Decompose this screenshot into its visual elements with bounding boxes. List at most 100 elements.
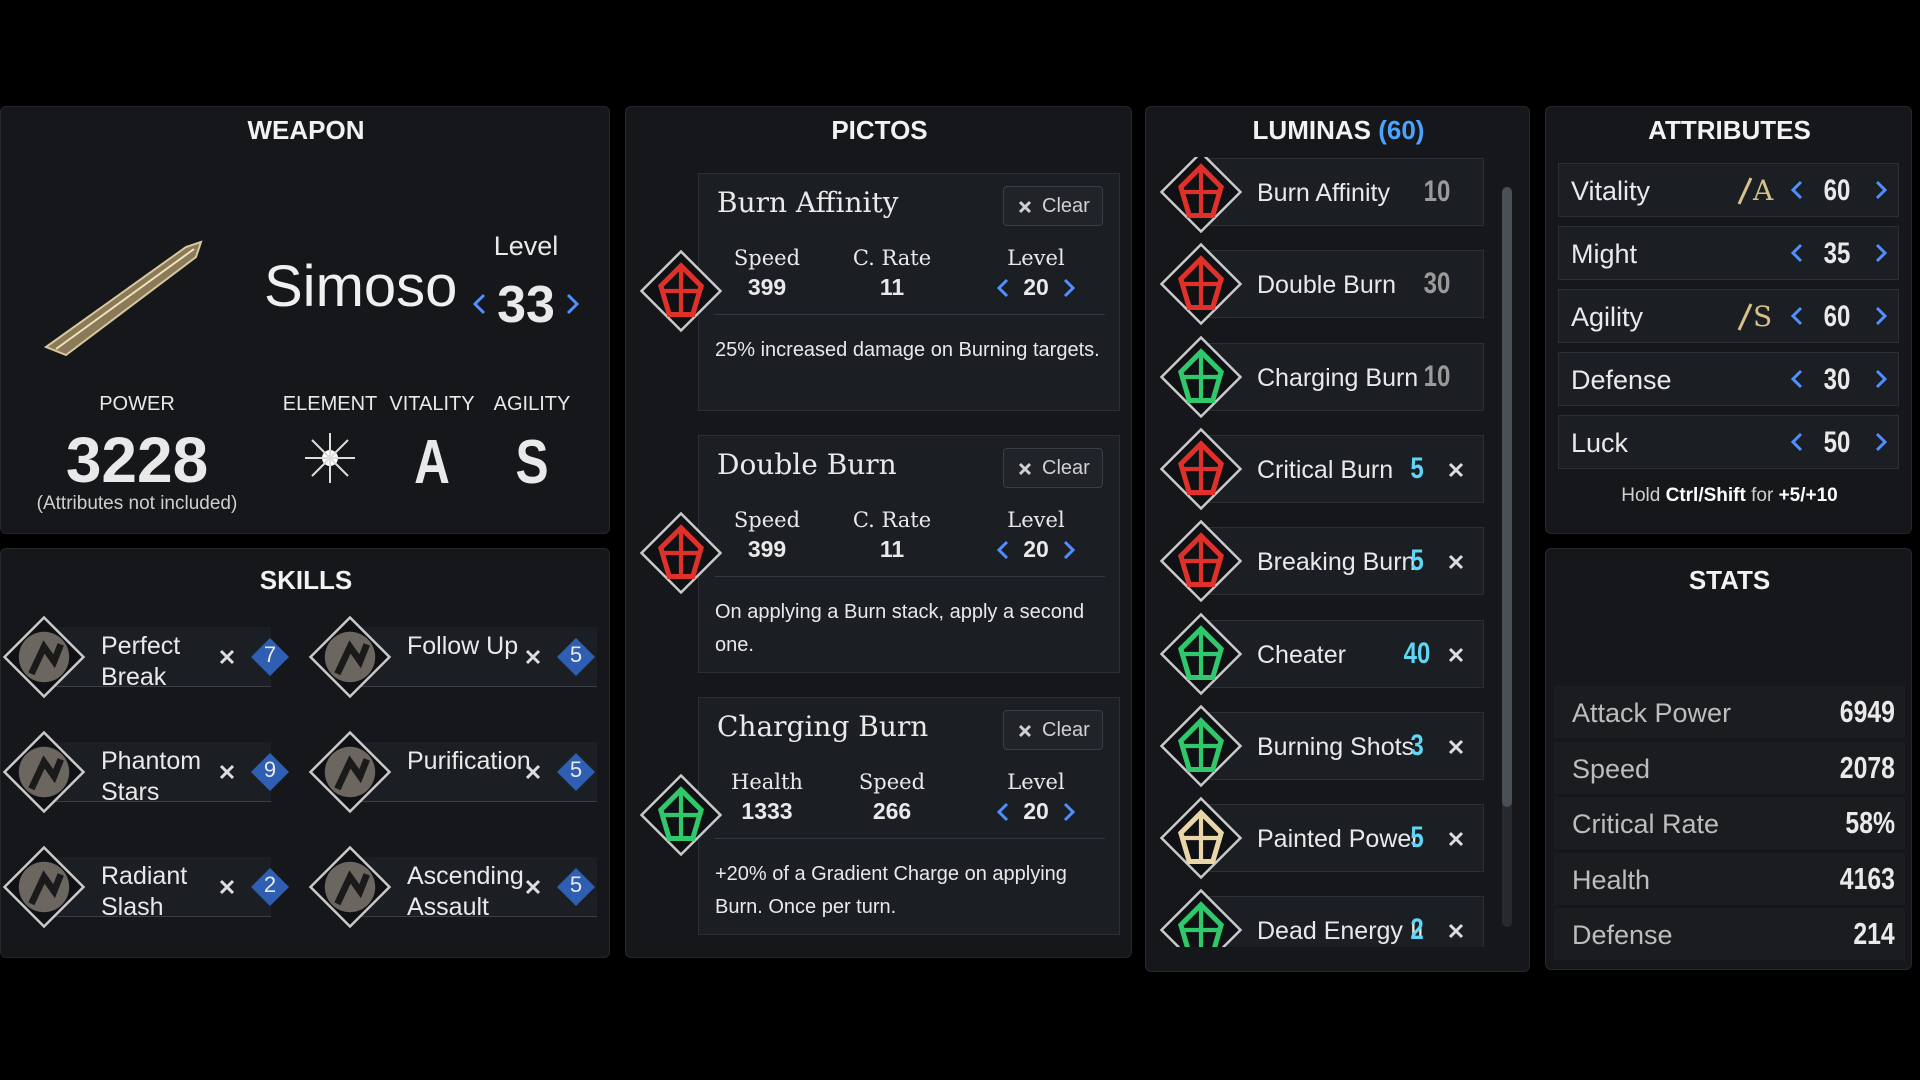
- decrease-arrow[interactable]: [472, 293, 486, 315]
- decrease-arrow[interactable]: [1790, 180, 1803, 200]
- stat-value: 214: [1853, 916, 1895, 951]
- icon-glyph: [662, 265, 700, 315]
- icon-glyph: [1182, 535, 1220, 585]
- skill-name: Radiant Slash: [101, 862, 188, 921]
- remove-button[interactable]: [1448, 739, 1464, 755]
- increase-arrow[interactable]: [1875, 243, 1888, 263]
- icon-glyph: [1178, 809, 1224, 865]
- lumina-name: Dead Energy II: [1257, 917, 1424, 946]
- lumina-row[interactable]: Cheater 40: [1201, 619, 1484, 688]
- hint-text: for: [1751, 485, 1774, 506]
- clear-button[interactable]: Clear: [1003, 448, 1103, 488]
- cross-glyph: [525, 879, 541, 895]
- skill-cost: 5: [569, 642, 583, 667]
- lumina-row[interactable]: Dead Energy II 2: [1201, 896, 1484, 947]
- icon-glyph: [662, 527, 700, 577]
- clear-button[interactable]: Clear: [1003, 186, 1103, 226]
- increase-arrow[interactable]: [1063, 802, 1076, 822]
- cross-glyph: [525, 764, 541, 780]
- lumina-row[interactable]: Critical Burn 5: [1201, 434, 1484, 503]
- increase-arrow[interactable]: [1063, 278, 1076, 298]
- clear-label: Clear: [1042, 195, 1090, 217]
- remove-button[interactable]: [219, 649, 235, 665]
- increase-arrow[interactable]: [1875, 432, 1888, 452]
- grade-icon: [1737, 177, 1753, 205]
- clear-button[interactable]: Clear: [1003, 710, 1103, 750]
- skill-row[interactable]: Radiant Slash: [51, 857, 271, 921]
- badge-shape: [251, 753, 289, 791]
- stats-panel: STATS Attack Power 6949 Speed 2078 Critical R…: [1545, 548, 1912, 970]
- remove-button[interactable]: [1018, 724, 1032, 738]
- arrow-glyph: [1063, 540, 1076, 560]
- increase-arrow[interactable]: [566, 293, 580, 315]
- picto-level-label: Level: [1007, 508, 1065, 532]
- icon-art: [308, 615, 392, 699]
- skill-row[interactable]: Phantom Stars: [51, 742, 271, 806]
- arrow-glyph: [1790, 369, 1803, 389]
- increase-arrow[interactable]: [1875, 180, 1888, 200]
- icon: [1159, 335, 1243, 418]
- scrollbar-thumb[interactable]: [1502, 187, 1512, 807]
- decrease-arrow[interactable]: [1790, 369, 1803, 389]
- stat-row: Attack Power 6949: [1554, 686, 1905, 738]
- clear-label: Clear: [1042, 457, 1090, 479]
- lumina-row[interactable]: Burn Affinity 10: [1201, 158, 1484, 226]
- skill-row[interactable]: Perfect Break: [51, 627, 271, 691]
- arrow-glyph: [1790, 243, 1803, 263]
- arrow-glyph: [472, 293, 486, 315]
- lumina-row[interactable]: Double Burn 30: [1201, 250, 1484, 319]
- remove-button[interactable]: [1018, 200, 1032, 214]
- level-label: Level: [493, 231, 559, 261]
- lumina-name: Burn Affinity: [1257, 179, 1390, 207]
- element-icon: [305, 433, 355, 483]
- increase-arrow[interactable]: [1875, 306, 1888, 326]
- remove-button[interactable]: [525, 764, 541, 780]
- cross-glyph: [1448, 924, 1464, 939]
- arrow-glyph: [1875, 243, 1888, 263]
- remove-button[interactable]: [219, 879, 235, 895]
- picto-name: Burn Affinity: [717, 186, 899, 219]
- increase-arrow[interactable]: [1875, 369, 1888, 389]
- lumina-points: (60): [1378, 115, 1425, 145]
- remove-button[interactable]: [525, 649, 541, 665]
- attribute-row: Defense 30: [1558, 352, 1899, 406]
- arrow-glyph: [996, 802, 1009, 822]
- remove-button[interactable]: [1448, 647, 1464, 663]
- decrease-arrow[interactable]: [996, 278, 1009, 298]
- remove-button[interactable]: [1018, 462, 1032, 476]
- decrease-arrow[interactable]: [1790, 432, 1803, 452]
- icon-glyph: [658, 786, 704, 842]
- attribute-name: Defense: [1571, 365, 1672, 395]
- lumina-row[interactable]: Charging Burn 10: [1201, 342, 1484, 411]
- decrease-arrow[interactable]: [1790, 306, 1803, 326]
- remove-button[interactable]: [1448, 831, 1464, 847]
- arrow-glyph: [1790, 306, 1803, 326]
- decrease-arrow[interactable]: [996, 540, 1009, 560]
- lumina-row[interactable]: Breaking Burn 5: [1201, 527, 1484, 596]
- cost-badge: [251, 868, 289, 906]
- remove-button[interactable]: [1448, 923, 1464, 939]
- panel-header: PICTOS: [831, 115, 928, 145]
- attribute-value: 35: [1823, 237, 1851, 270]
- icon-glyph: [1182, 443, 1220, 493]
- cross-glyph: [1448, 462, 1464, 477]
- clear-label: Clear: [1042, 719, 1090, 741]
- picto-name: Double Burn: [717, 448, 897, 481]
- remove-button[interactable]: [525, 879, 541, 895]
- decrease-arrow[interactable]: [1790, 243, 1803, 263]
- panel-header: SKILLS: [259, 565, 353, 595]
- increase-arrow[interactable]: [1063, 540, 1076, 560]
- icon-art: [1159, 157, 1243, 234]
- blade: [43, 240, 203, 357]
- badge-shape: [251, 638, 289, 676]
- remove-button[interactable]: [1448, 554, 1464, 570]
- remove-button[interactable]: [219, 764, 235, 780]
- cross-glyph: [219, 649, 235, 665]
- power-note: (Attributes not included): [36, 493, 238, 514]
- lumina-list: Burn Affinity 10 Double Burn 30 Charging Bur…: [1146, 157, 1531, 947]
- lumina-row[interactable]: Painted Power 5: [1201, 804, 1484, 873]
- decrease-arrow[interactable]: [996, 802, 1009, 822]
- lumina-row[interactable]: Burning Shots 3: [1201, 711, 1484, 780]
- remove-button[interactable]: [1448, 462, 1464, 478]
- icon: [1159, 612, 1243, 695]
